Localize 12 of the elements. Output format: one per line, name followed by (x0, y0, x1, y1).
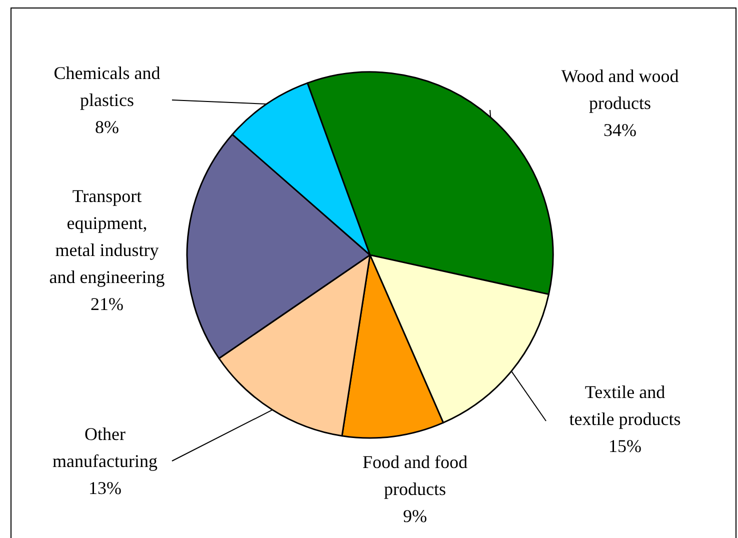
data-label: 21% (90, 294, 124, 314)
slice-label: Textile and textile products (569, 382, 681, 429)
slice-label: Transport equipment, metal industry and engineering (49, 186, 165, 287)
data-label: 13% (88, 478, 122, 498)
slice-label: Chemicals and plastics (54, 63, 160, 110)
data-label: 8% (95, 117, 119, 137)
slice-label: Wood and wood products (561, 66, 679, 113)
slice-label: Other manufacturing (52, 424, 158, 471)
slice-label: Food and food products (362, 452, 468, 499)
data-label: 9% (403, 506, 427, 526)
data-label: 15% (608, 436, 642, 456)
data-label: 34% (604, 120, 636, 140)
